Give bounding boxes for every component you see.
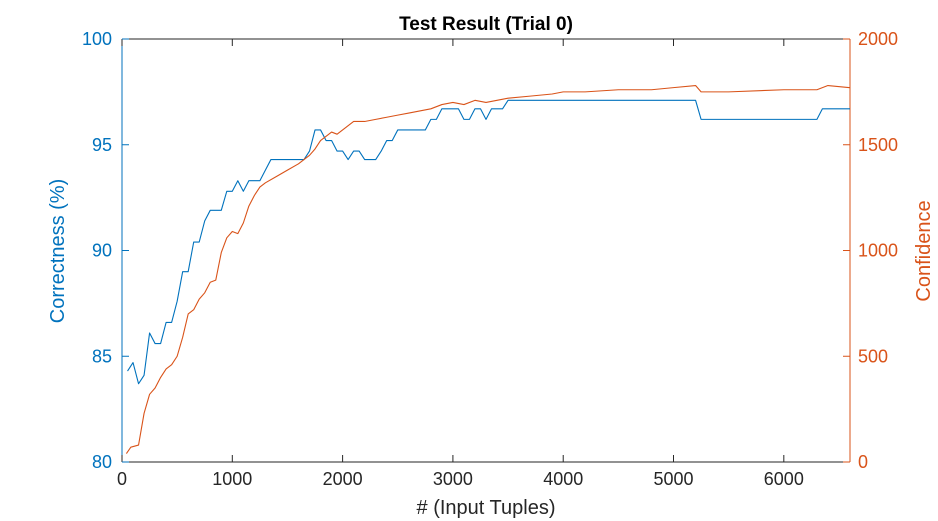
x-tick-label: 1000 xyxy=(212,469,252,489)
left-y-tick-label: 95 xyxy=(92,135,112,155)
right-y-tick-label: 0 xyxy=(858,452,868,472)
left-y-tick-label: 90 xyxy=(92,241,112,261)
correctness-series-line xyxy=(127,99,850,385)
series-layer xyxy=(125,84,851,454)
left-y-tick-label: 85 xyxy=(92,346,112,366)
left-y-axis-label: Correctness (%) xyxy=(47,179,69,323)
left-y-tick-label: 100 xyxy=(82,29,112,49)
x-tick-label: 5000 xyxy=(653,469,693,489)
x-tick-label: 3000 xyxy=(433,469,473,489)
right-y-tick-label: 1000 xyxy=(858,241,898,261)
right-y-tick-label: 2000 xyxy=(858,29,898,49)
left-y-tick-label: 80 xyxy=(92,452,112,472)
x-tick-label: 4000 xyxy=(543,469,583,489)
x-tick-label: 6000 xyxy=(764,469,804,489)
x-tick-label: 0 xyxy=(117,469,127,489)
chart-title: Test Result (Trial 0) xyxy=(399,14,573,35)
ticks-layer: 0 1000 2000 3000 4000 5000 6000808590951000500… xyxy=(82,29,898,489)
right-y-tick-label: 1500 xyxy=(858,135,898,155)
x-axis-label: # (Input Tuples) xyxy=(417,497,556,519)
confidence-series-line xyxy=(125,84,851,454)
x-tick-label: 2000 xyxy=(323,469,363,489)
right-y-axis-label: Confidence xyxy=(913,200,935,301)
right-y-tick-label: 500 xyxy=(858,346,888,366)
